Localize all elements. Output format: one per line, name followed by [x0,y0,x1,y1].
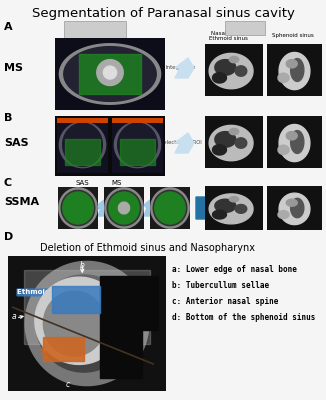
Polygon shape [279,193,310,224]
Polygon shape [215,132,236,147]
Polygon shape [97,60,123,86]
Text: a: a [12,312,17,321]
Polygon shape [151,188,189,228]
Polygon shape [175,58,194,78]
Text: B: B [4,113,12,123]
Polygon shape [52,286,100,313]
Bar [112,118,163,123]
Text: 3D view: 3D view [231,25,259,31]
Polygon shape [61,190,95,226]
Polygon shape [43,291,105,356]
Polygon shape [118,202,130,214]
Text: Integration: Integration [166,66,196,70]
Bar [57,118,108,173]
Polygon shape [59,188,97,228]
Text: SAS: SAS [4,138,29,148]
Polygon shape [64,47,156,101]
Text: Selection of ROI: Selection of ROI [160,140,202,146]
Text: b: Tubercullum sellae: b: Tubercullum sellae [172,282,269,290]
Text: SAS: SAS [75,180,89,186]
Text: b: b [80,261,85,270]
Polygon shape [278,145,289,154]
Polygon shape [175,133,194,153]
Polygon shape [235,204,247,213]
Polygon shape [109,192,139,224]
Polygon shape [278,211,289,218]
Text: Sphenoid sinus: Sphenoid sinus [272,34,314,38]
Polygon shape [98,200,107,216]
Text: MS: MS [112,180,122,186]
Text: c: c [66,380,70,389]
Text: Nasal cavity
Ethmoid sinus: Nasal cavity Ethmoid sinus [209,31,247,41]
Text: Deletion of Ethmoid sinus and Nasopharynx: Deletion of Ethmoid sinus and Nasopharyn… [40,243,256,253]
Text: c: Anterior nasal spine: c: Anterior nasal spine [172,298,278,306]
Polygon shape [103,66,117,79]
Text: d: d [127,316,132,325]
Polygon shape [59,44,161,104]
Polygon shape [36,275,132,372]
Polygon shape [213,73,227,83]
Polygon shape [215,199,236,212]
Bar [112,118,163,173]
Polygon shape [79,54,141,94]
Text: Segmentation
Procedure: Segmentation Procedure [73,25,117,37]
Polygon shape [114,122,161,168]
Text: Segmentation of Paranasal sinus cavity: Segmentation of Paranasal sinus cavity [32,6,294,20]
Polygon shape [286,132,297,140]
Polygon shape [235,138,247,148]
Polygon shape [144,200,153,216]
Text: a: Lower edge of nasal bone: a: Lower edge of nasal bone [172,266,297,274]
Polygon shape [279,52,310,90]
Polygon shape [43,337,84,361]
Polygon shape [291,198,304,218]
Polygon shape [230,128,239,135]
Text: A: A [4,22,13,32]
Polygon shape [59,122,106,168]
Text: Ethmoid sinus: Ethmoid sinus [18,290,74,296]
Polygon shape [25,262,149,386]
Polygon shape [155,192,185,224]
Polygon shape [153,190,187,226]
Polygon shape [230,56,239,63]
Polygon shape [213,145,227,155]
Polygon shape [24,270,150,344]
FancyBboxPatch shape [64,21,126,41]
Polygon shape [209,53,253,89]
Polygon shape [63,192,93,224]
Polygon shape [100,330,142,378]
Polygon shape [100,276,158,330]
Text: D: D [4,232,13,242]
Bar [57,118,108,123]
Polygon shape [107,190,141,226]
Polygon shape [279,124,310,162]
Polygon shape [118,123,157,166]
Text: SSMA: SSMA [4,197,39,207]
Polygon shape [65,139,100,165]
Text: MS: MS [4,63,23,73]
Polygon shape [230,196,239,202]
Polygon shape [235,66,247,76]
FancyBboxPatch shape [225,21,265,35]
Text: d: Bottom of the sphenoid sinus: d: Bottom of the sphenoid sinus [172,314,315,322]
Polygon shape [120,139,155,165]
Polygon shape [215,60,236,75]
Polygon shape [35,277,123,364]
Text: C: C [4,178,12,188]
Polygon shape [286,60,297,68]
Polygon shape [291,58,304,82]
Polygon shape [213,210,227,219]
Polygon shape [209,125,253,161]
Polygon shape [105,188,143,228]
Text: Nasopharynx: Nasopharynx [43,346,95,352]
Polygon shape [196,192,220,224]
Polygon shape [286,199,297,206]
Polygon shape [291,130,304,154]
Polygon shape [278,73,289,82]
Polygon shape [209,194,253,224]
Polygon shape [63,123,102,166]
